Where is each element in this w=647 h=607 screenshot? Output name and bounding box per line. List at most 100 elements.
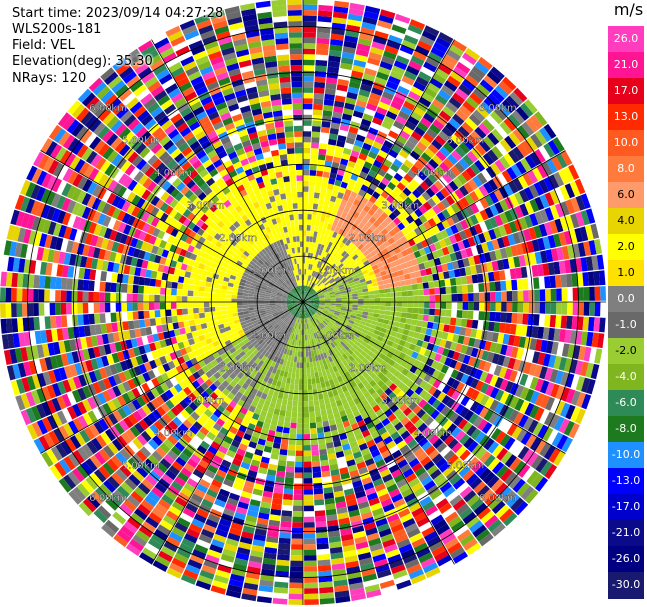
range-gate: [373, 329, 381, 336]
range-gate: [49, 303, 56, 316]
range-gate: [420, 269, 427, 277]
range-gate: [394, 281, 401, 287]
range-gate: [417, 362, 426, 371]
range-gate: [328, 269, 334, 275]
range-gate: [321, 415, 329, 422]
range-gate: [334, 584, 349, 593]
range-gate: [209, 302, 215, 307]
range-gate: [316, 343, 321, 350]
range-gate: [294, 328, 298, 335]
range-gate: [289, 428, 297, 434]
range-gate: [376, 388, 385, 396]
range-gate: [298, 401, 303, 407]
range-gate: [406, 312, 413, 319]
range-gate: [341, 277, 348, 282]
range-gate: [434, 135, 447, 146]
range-gate: [273, 408, 281, 416]
range-gate: [387, 237, 396, 245]
range-gate: [320, 215, 326, 223]
range-gate: [318, 316, 324, 322]
range-gate: [309, 264, 313, 270]
range-gate: [379, 579, 395, 589]
range-gate: [303, 445, 311, 451]
range-gate: [382, 538, 396, 548]
range-gate: [198, 302, 204, 308]
range-gate: [417, 451, 428, 462]
range-gate: [358, 221, 366, 229]
range-gate: [482, 272, 490, 283]
range-gate: [280, 521, 292, 528]
range-gate: [308, 406, 315, 412]
range-gate: [338, 204, 346, 212]
range-gate: [441, 246, 450, 256]
range-gate: [379, 310, 386, 315]
range-gate: [349, 282, 356, 287]
range-gate: [226, 309, 233, 315]
range-gate: [303, 472, 313, 479]
range-gate: [290, 566, 303, 572]
range-gate: [332, 11, 348, 19]
range-gate: [303, 208, 308, 214]
range-gate: [452, 551, 468, 564]
range-gate: [356, 310, 363, 315]
range-gate: [528, 363, 538, 376]
range-gate: [77, 291, 83, 302]
range-gate: [279, 526, 292, 534]
range-gate: [303, 43, 316, 49]
range-gate: [303, 10, 318, 16]
range-gate: [494, 402, 505, 415]
range-gate: [511, 426, 523, 440]
range-gate: [503, 368, 513, 381]
range-gate: [362, 232, 369, 240]
range-gate: [358, 344, 366, 351]
range-gate: [558, 357, 567, 371]
range-gate: [373, 228, 381, 236]
range-gate: [303, 15, 317, 22]
range-gate: [319, 283, 325, 289]
range-gate: [363, 260, 370, 266]
range-gate: [347, 266, 354, 272]
range-gate: [340, 397, 348, 405]
range-gate: [347, 277, 354, 282]
range-gate: [343, 329, 350, 335]
range-gate: [299, 334, 302, 341]
range-gate: [465, 47, 481, 61]
range-gate: [334, 0, 350, 9]
range-gate: [348, 126, 359, 135]
range-gate: [380, 211, 389, 220]
range-gate: [443, 271, 450, 279]
range-gate: [330, 255, 336, 262]
range-gate: [337, 192, 344, 199]
range-gate: [410, 86, 424, 97]
range-gate: [277, 420, 284, 428]
range-gate: [321, 328, 326, 335]
range-gate: [372, 553, 387, 563]
range-gate: [330, 303, 336, 306]
range-gate: [294, 483, 303, 490]
range-gate: [339, 257, 346, 263]
range-gate: [304, 593, 319, 600]
range-gate: [283, 488, 294, 495]
range-gate: [331, 161, 340, 169]
range-gate: [282, 499, 293, 506]
range-gate: [318, 295, 325, 298]
range-gate: [405, 473, 417, 483]
range-gate: [366, 368, 374, 376]
range-gate: [514, 398, 525, 412]
range-gate: [259, 304, 265, 307]
range-gate: [503, 223, 513, 235]
range-gate: [93, 291, 100, 302]
range-gate: [305, 291, 308, 297]
range-gate: [534, 149, 546, 164]
range-gate: [374, 135, 385, 145]
range-gate: [330, 306, 336, 309]
range-gate: [307, 312, 310, 318]
range-gate: [402, 144, 413, 155]
range-gate: [528, 227, 537, 240]
range-gate: [479, 302, 485, 311]
range-gate: [374, 350, 382, 357]
range-gate: [365, 375, 373, 384]
range-gate: [410, 165, 421, 175]
range-gate: [445, 122, 458, 134]
range-gate: [352, 410, 361, 418]
